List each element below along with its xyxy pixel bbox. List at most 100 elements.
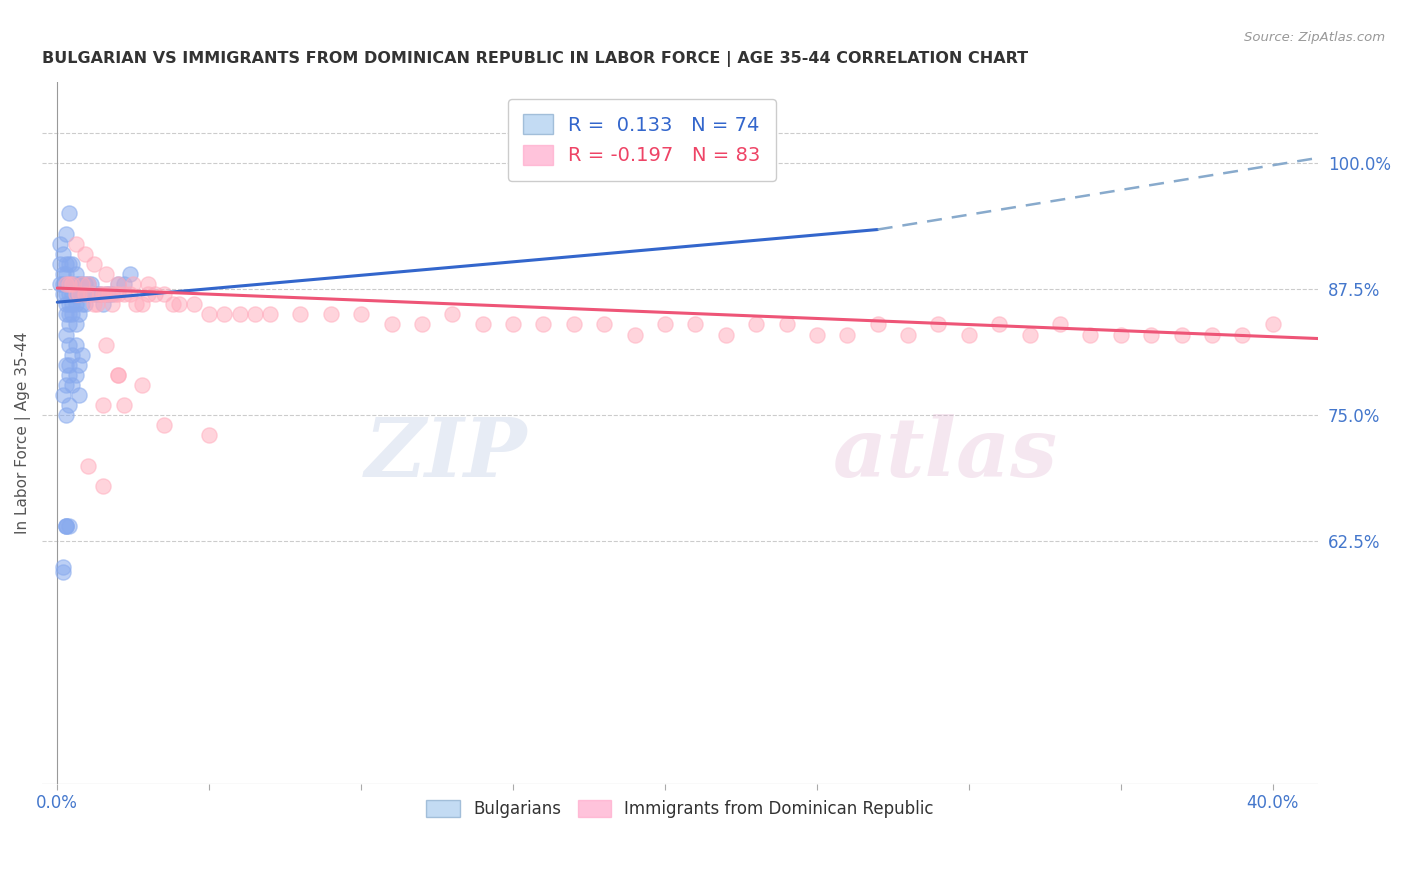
Point bbox=[62, 297, 84, 311]
Point bbox=[83, 287, 105, 301]
Point bbox=[52, 565, 75, 579]
Point bbox=[380, 318, 402, 332]
Point bbox=[1018, 327, 1040, 342]
Point bbox=[58, 519, 80, 533]
Point bbox=[471, 318, 494, 332]
Point bbox=[94, 287, 117, 301]
Point bbox=[58, 398, 80, 412]
Point bbox=[91, 287, 114, 301]
Point bbox=[143, 287, 166, 301]
Point bbox=[55, 227, 77, 241]
Point bbox=[65, 368, 87, 382]
Point bbox=[76, 277, 98, 291]
Point bbox=[654, 318, 676, 332]
Point bbox=[350, 307, 373, 321]
Point bbox=[70, 277, 93, 291]
Point bbox=[97, 287, 120, 301]
Point bbox=[988, 318, 1011, 332]
Point bbox=[55, 267, 77, 281]
Point bbox=[55, 519, 77, 533]
Point bbox=[80, 277, 103, 291]
Point bbox=[1201, 327, 1223, 342]
Point bbox=[198, 307, 221, 321]
Point bbox=[62, 307, 84, 321]
Point bbox=[73, 297, 96, 311]
Point bbox=[89, 287, 111, 301]
Point bbox=[70, 277, 93, 291]
Point bbox=[745, 318, 768, 332]
Point bbox=[58, 297, 80, 311]
Point bbox=[91, 398, 114, 412]
Point bbox=[1140, 327, 1163, 342]
Point bbox=[623, 327, 645, 342]
Point bbox=[562, 318, 585, 332]
Point bbox=[52, 277, 75, 291]
Point bbox=[112, 398, 135, 412]
Point bbox=[112, 287, 135, 301]
Point bbox=[52, 388, 75, 402]
Point bbox=[58, 358, 80, 372]
Point bbox=[228, 307, 250, 321]
Point bbox=[67, 277, 90, 291]
Point bbox=[55, 358, 77, 372]
Point bbox=[80, 287, 103, 301]
Point bbox=[259, 307, 281, 321]
Point bbox=[101, 297, 124, 311]
Point bbox=[73, 246, 96, 260]
Point bbox=[76, 458, 98, 473]
Point bbox=[83, 297, 105, 311]
Point bbox=[1170, 327, 1192, 342]
Point bbox=[94, 337, 117, 351]
Point bbox=[49, 257, 72, 271]
Point bbox=[131, 378, 153, 392]
Point bbox=[55, 378, 77, 392]
Point bbox=[52, 559, 75, 574]
Point bbox=[94, 287, 117, 301]
Point bbox=[1232, 327, 1254, 342]
Point bbox=[104, 287, 127, 301]
Point bbox=[55, 327, 77, 342]
Point bbox=[55, 277, 77, 291]
Point bbox=[107, 277, 129, 291]
Text: ZIP: ZIP bbox=[364, 414, 527, 494]
Point bbox=[112, 277, 135, 291]
Point bbox=[152, 287, 174, 301]
Point bbox=[107, 368, 129, 382]
Point bbox=[91, 479, 114, 493]
Point bbox=[65, 337, 87, 351]
Point bbox=[83, 257, 105, 271]
Point bbox=[91, 297, 114, 311]
Point bbox=[1049, 318, 1071, 332]
Point bbox=[290, 307, 312, 321]
Point bbox=[97, 287, 120, 301]
Point bbox=[806, 327, 828, 342]
Point bbox=[58, 277, 80, 291]
Point bbox=[138, 277, 160, 291]
Point bbox=[49, 236, 72, 251]
Point bbox=[67, 358, 90, 372]
Point bbox=[76, 287, 98, 301]
Point bbox=[89, 287, 111, 301]
Point bbox=[55, 287, 77, 301]
Point bbox=[70, 297, 93, 311]
Point bbox=[411, 318, 433, 332]
Point bbox=[55, 257, 77, 271]
Point bbox=[76, 277, 98, 291]
Legend: Bulgarians, Immigrants from Dominican Republic: Bulgarians, Immigrants from Dominican Re… bbox=[420, 793, 941, 824]
Point bbox=[55, 277, 77, 291]
Point bbox=[1261, 318, 1284, 332]
Point bbox=[120, 267, 142, 281]
Point bbox=[70, 287, 93, 301]
Point bbox=[1080, 327, 1102, 342]
Point bbox=[533, 318, 555, 332]
Point bbox=[62, 287, 84, 301]
Point bbox=[957, 327, 980, 342]
Point bbox=[67, 287, 90, 301]
Point bbox=[866, 318, 889, 332]
Point bbox=[62, 257, 84, 271]
Point bbox=[131, 297, 153, 311]
Point bbox=[101, 287, 124, 301]
Point bbox=[55, 519, 77, 533]
Point bbox=[214, 307, 236, 321]
Text: Source: ZipAtlas.com: Source: ZipAtlas.com bbox=[1244, 31, 1385, 45]
